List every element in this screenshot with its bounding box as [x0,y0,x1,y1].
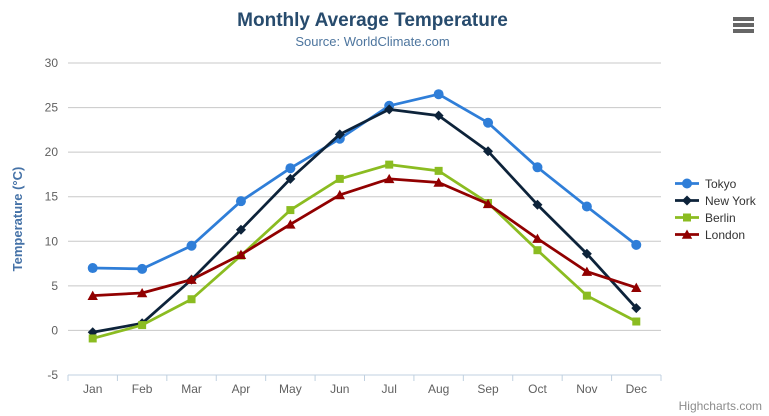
data-point-berlin[interactable] [434,166,443,175]
data-point-tokyo[interactable] [186,240,197,251]
legend-item-london[interactable]: London [674,226,756,243]
data-point-london[interactable] [581,266,593,276]
data-point-tokyo[interactable] [285,163,296,174]
chart-title: Monthly Average Temperature [237,10,508,31]
y-axis-tick-label: 10 [45,234,59,248]
y-axis-tick-label: 20 [45,145,59,159]
data-point-tokyo[interactable] [631,239,642,250]
data-point-berlin[interactable] [187,295,196,304]
x-axis-tick-label: Mar [181,382,202,396]
new-york-series-marker-icon [675,195,699,206]
series-line-berlin[interactable] [92,163,637,340]
data-point-london[interactable] [186,274,197,284]
export-menu-button[interactable] [733,17,754,35]
x-axis-tick-label: Dec [626,382,647,396]
y-axis-tick-label: 30 [45,56,59,70]
data-point-new-york[interactable] [285,173,296,184]
data-point-berlin[interactable] [138,321,147,330]
x-axis-tick-label: Oct [528,382,547,396]
data-point-london[interactable] [433,177,444,187]
data-point-new-york[interactable] [384,104,395,115]
data-point-tokyo[interactable] [483,117,494,128]
series-line-london[interactable] [92,177,637,298]
x-axis-tick-label: Nov [576,382,597,396]
data-point-tokyo[interactable] [581,201,592,212]
data-point-berlin[interactable] [385,160,394,169]
x-axis-tick-label: Aug [428,382,449,396]
data-point-tokyo[interactable] [235,196,246,207]
data-point-berlin[interactable] [533,246,542,255]
data-point-new-york[interactable] [631,303,642,314]
data-point-london[interactable] [384,173,395,184]
y-axis-tick-label: 15 [45,190,59,204]
legend: Tokyo New York Berlin London [674,175,756,243]
data-point-tokyo[interactable] [532,162,543,173]
data-point-london[interactable] [334,189,345,200]
legend-label-london: London [705,227,746,242]
data-point-berlin[interactable] [632,317,641,326]
data-point-new-york[interactable] [581,248,592,259]
data-point-berlin[interactable] [88,334,97,343]
data-point-tokyo[interactable] [137,263,148,274]
data-point-tokyo[interactable] [87,263,98,274]
berlin-series-marker-icon [675,213,699,222]
data-point-london[interactable] [87,290,98,300]
y-axis-tick-label: 5 [51,279,58,293]
hamburger-icon [733,17,754,33]
x-axis-tick-label: Jun [330,382,349,396]
x-axis-tick-label: May [279,382,302,396]
data-point-berlin[interactable] [335,174,344,183]
data-point-new-york[interactable] [235,224,246,235]
legend-item-tokyo[interactable]: Tokyo [674,175,756,192]
x-axis-tick-label: Sep [477,382,499,396]
legend-label-berlin: Berlin [705,210,736,225]
data-point-new-york[interactable] [433,110,444,121]
berlin-marker-glyph [683,213,691,222]
data-point-new-york[interactable] [532,199,543,210]
y-axis-tick-label: 0 [51,323,58,337]
data-point-london[interactable] [482,198,494,209]
london-marker-glyph [681,229,693,239]
data-point-berlin[interactable] [286,206,295,215]
data-point-london[interactable] [285,219,296,229]
series-line-new-york[interactable] [92,107,638,334]
x-axis-tick-label: Feb [132,382,153,396]
data-point-london[interactable] [532,233,543,243]
data-point-new-york[interactable] [483,146,494,157]
new-york-marker-glyph [682,195,692,206]
x-axis-tick-label: Jan [83,382,102,396]
data-point-london[interactable] [136,287,148,298]
legend-label-new-york: New York [705,193,756,208]
chart-subtitle: Source: WorldClimate.com [295,34,450,49]
legend-label-tokyo: Tokyo [705,176,737,191]
data-point-london[interactable] [235,249,247,259]
x-axis-tick-label: Jul [382,382,397,396]
highcharts-credits-link[interactable]: Highcharts.com [678,399,762,413]
data-point-berlin[interactable] [582,291,591,300]
y-axis-tick-label: -5 [47,368,58,382]
london-series-marker-icon [675,229,699,239]
tokyo-series-marker-icon [675,178,699,189]
y-axis-tick-label: 25 [45,101,59,115]
legend-item-new-york[interactable]: New York [674,192,756,209]
data-point-tokyo[interactable] [433,89,444,100]
data-point-new-york[interactable] [334,129,345,140]
y-axis-title: Temperature (°C) [10,167,25,272]
x-axis-tick-label: Apr [232,382,251,396]
data-point-london[interactable] [631,282,642,292]
legend-item-berlin[interactable]: Berlin [674,209,756,226]
tokyo-marker-glyph [682,178,692,189]
